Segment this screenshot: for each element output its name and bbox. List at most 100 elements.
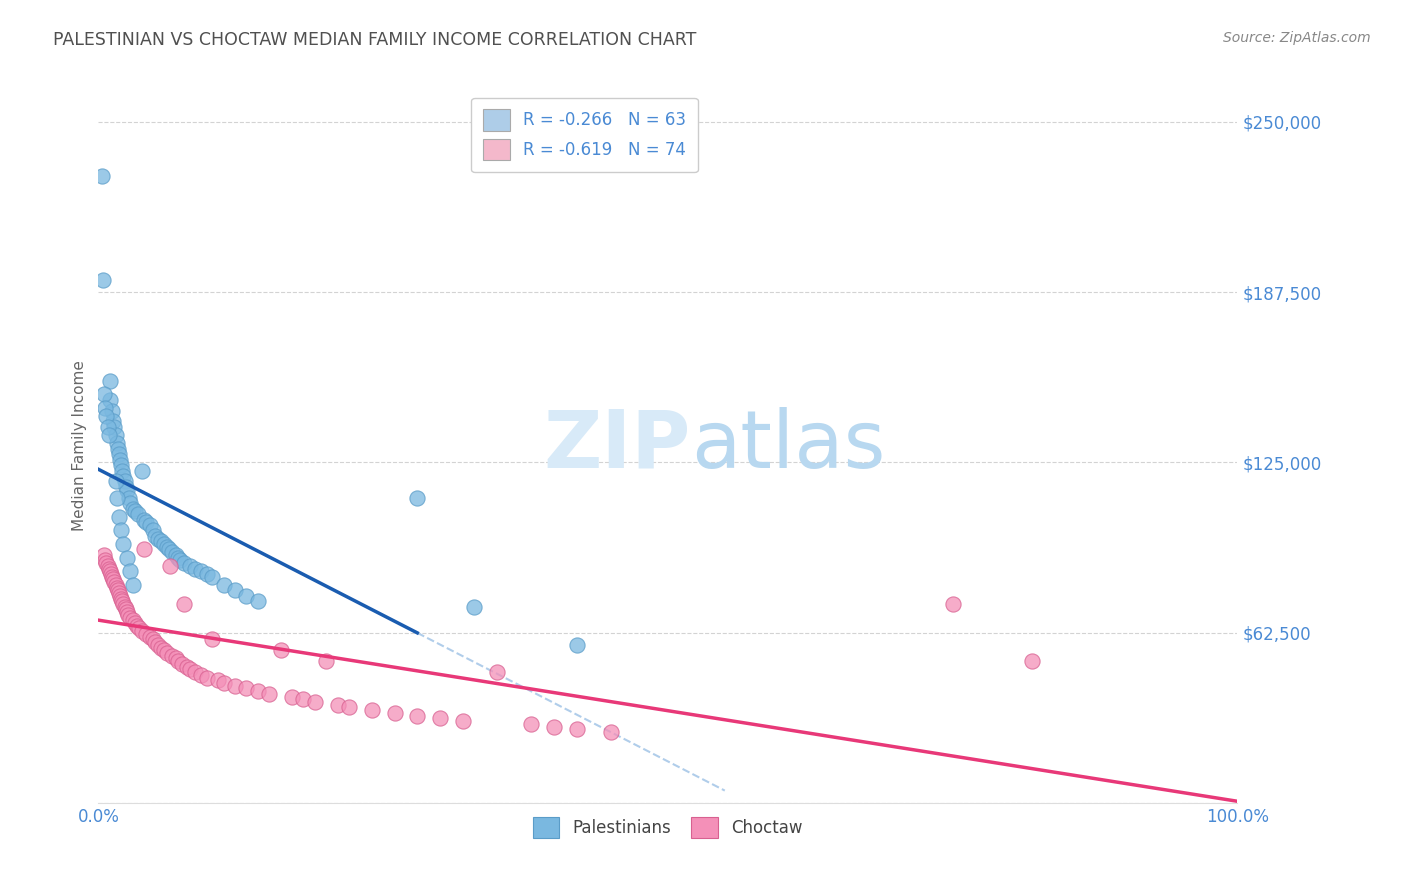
Point [120, 496, 142, 510]
Point [103, 573, 125, 587]
Point [167, 654, 190, 668]
Point [94, 553, 117, 567]
Point [167, 550, 190, 565]
Point [117, 607, 139, 622]
Point [114, 480, 136, 494]
Y-axis label: Median Family Income: Median Family Income [72, 360, 87, 532]
Point [103, 420, 125, 434]
Point [105, 436, 128, 450]
Point [107, 583, 129, 598]
Point [93, 387, 115, 401]
Point [162, 545, 184, 559]
Point [101, 403, 124, 417]
Point [131, 624, 153, 639]
Point [108, 447, 131, 461]
Point [108, 589, 131, 603]
Point [112, 537, 135, 551]
Point [94, 401, 117, 415]
Point [135, 515, 157, 529]
Point [201, 570, 224, 584]
Point [235, 681, 257, 696]
Point [112, 597, 135, 611]
Point [100, 567, 122, 582]
Point [127, 619, 149, 633]
Point [201, 632, 224, 647]
Point [121, 578, 143, 592]
Point [281, 690, 304, 704]
Point [162, 648, 184, 663]
Point [90, 169, 112, 184]
Point [170, 657, 193, 671]
Point [110, 458, 132, 472]
Point [124, 504, 146, 518]
Point [259, 687, 281, 701]
Point [190, 564, 212, 578]
Point [124, 615, 146, 630]
Point [103, 415, 125, 429]
Point [157, 542, 180, 557]
Point [520, 716, 543, 731]
Point [145, 635, 167, 649]
Point [169, 553, 191, 567]
Point [111, 463, 134, 477]
Point [165, 548, 187, 562]
Point [451, 714, 474, 728]
Point [132, 542, 155, 557]
Point [132, 512, 155, 526]
Point [337, 700, 360, 714]
Point [114, 599, 136, 614]
Point [142, 632, 165, 647]
Point [145, 529, 167, 543]
Point [486, 665, 509, 679]
Point [96, 420, 118, 434]
Point [165, 651, 187, 665]
Point [138, 518, 160, 533]
Point [292, 692, 315, 706]
Point [600, 725, 623, 739]
Point [104, 475, 127, 489]
Point [104, 428, 127, 442]
Point [173, 597, 195, 611]
Point [184, 561, 207, 575]
Point [128, 622, 150, 636]
Point [98, 564, 121, 578]
Point [384, 706, 406, 720]
Point [942, 597, 965, 611]
Point [543, 720, 565, 734]
Point [156, 646, 179, 660]
Point [104, 578, 127, 592]
Point [179, 558, 201, 573]
Point [120, 564, 142, 578]
Point [110, 591, 132, 606]
Point [176, 659, 198, 673]
Point [115, 605, 138, 619]
Point [112, 469, 135, 483]
Point [195, 567, 218, 582]
Point [179, 662, 201, 676]
Text: atlas: atlas [690, 407, 884, 485]
Point [96, 409, 118, 423]
Point [101, 570, 124, 584]
Point [224, 679, 246, 693]
Point [153, 537, 176, 551]
Point [429, 711, 451, 725]
Point [121, 613, 143, 627]
Point [565, 723, 588, 737]
Point [110, 524, 132, 538]
Text: Source: ZipAtlas.com: Source: ZipAtlas.com [1223, 31, 1371, 45]
Point [195, 671, 218, 685]
Point [98, 374, 121, 388]
Point [127, 507, 149, 521]
Point [115, 483, 138, 497]
Text: ZIP: ZIP [543, 407, 690, 485]
Point [105, 581, 128, 595]
Point [360, 703, 382, 717]
Point [150, 534, 173, 549]
Point [108, 509, 131, 524]
Legend: Palestinians, Choctaw: Palestinians, Choctaw [523, 806, 813, 848]
Point [97, 428, 120, 442]
Point [184, 665, 207, 679]
Point [121, 501, 143, 516]
Point [326, 698, 349, 712]
Point [153, 643, 176, 657]
